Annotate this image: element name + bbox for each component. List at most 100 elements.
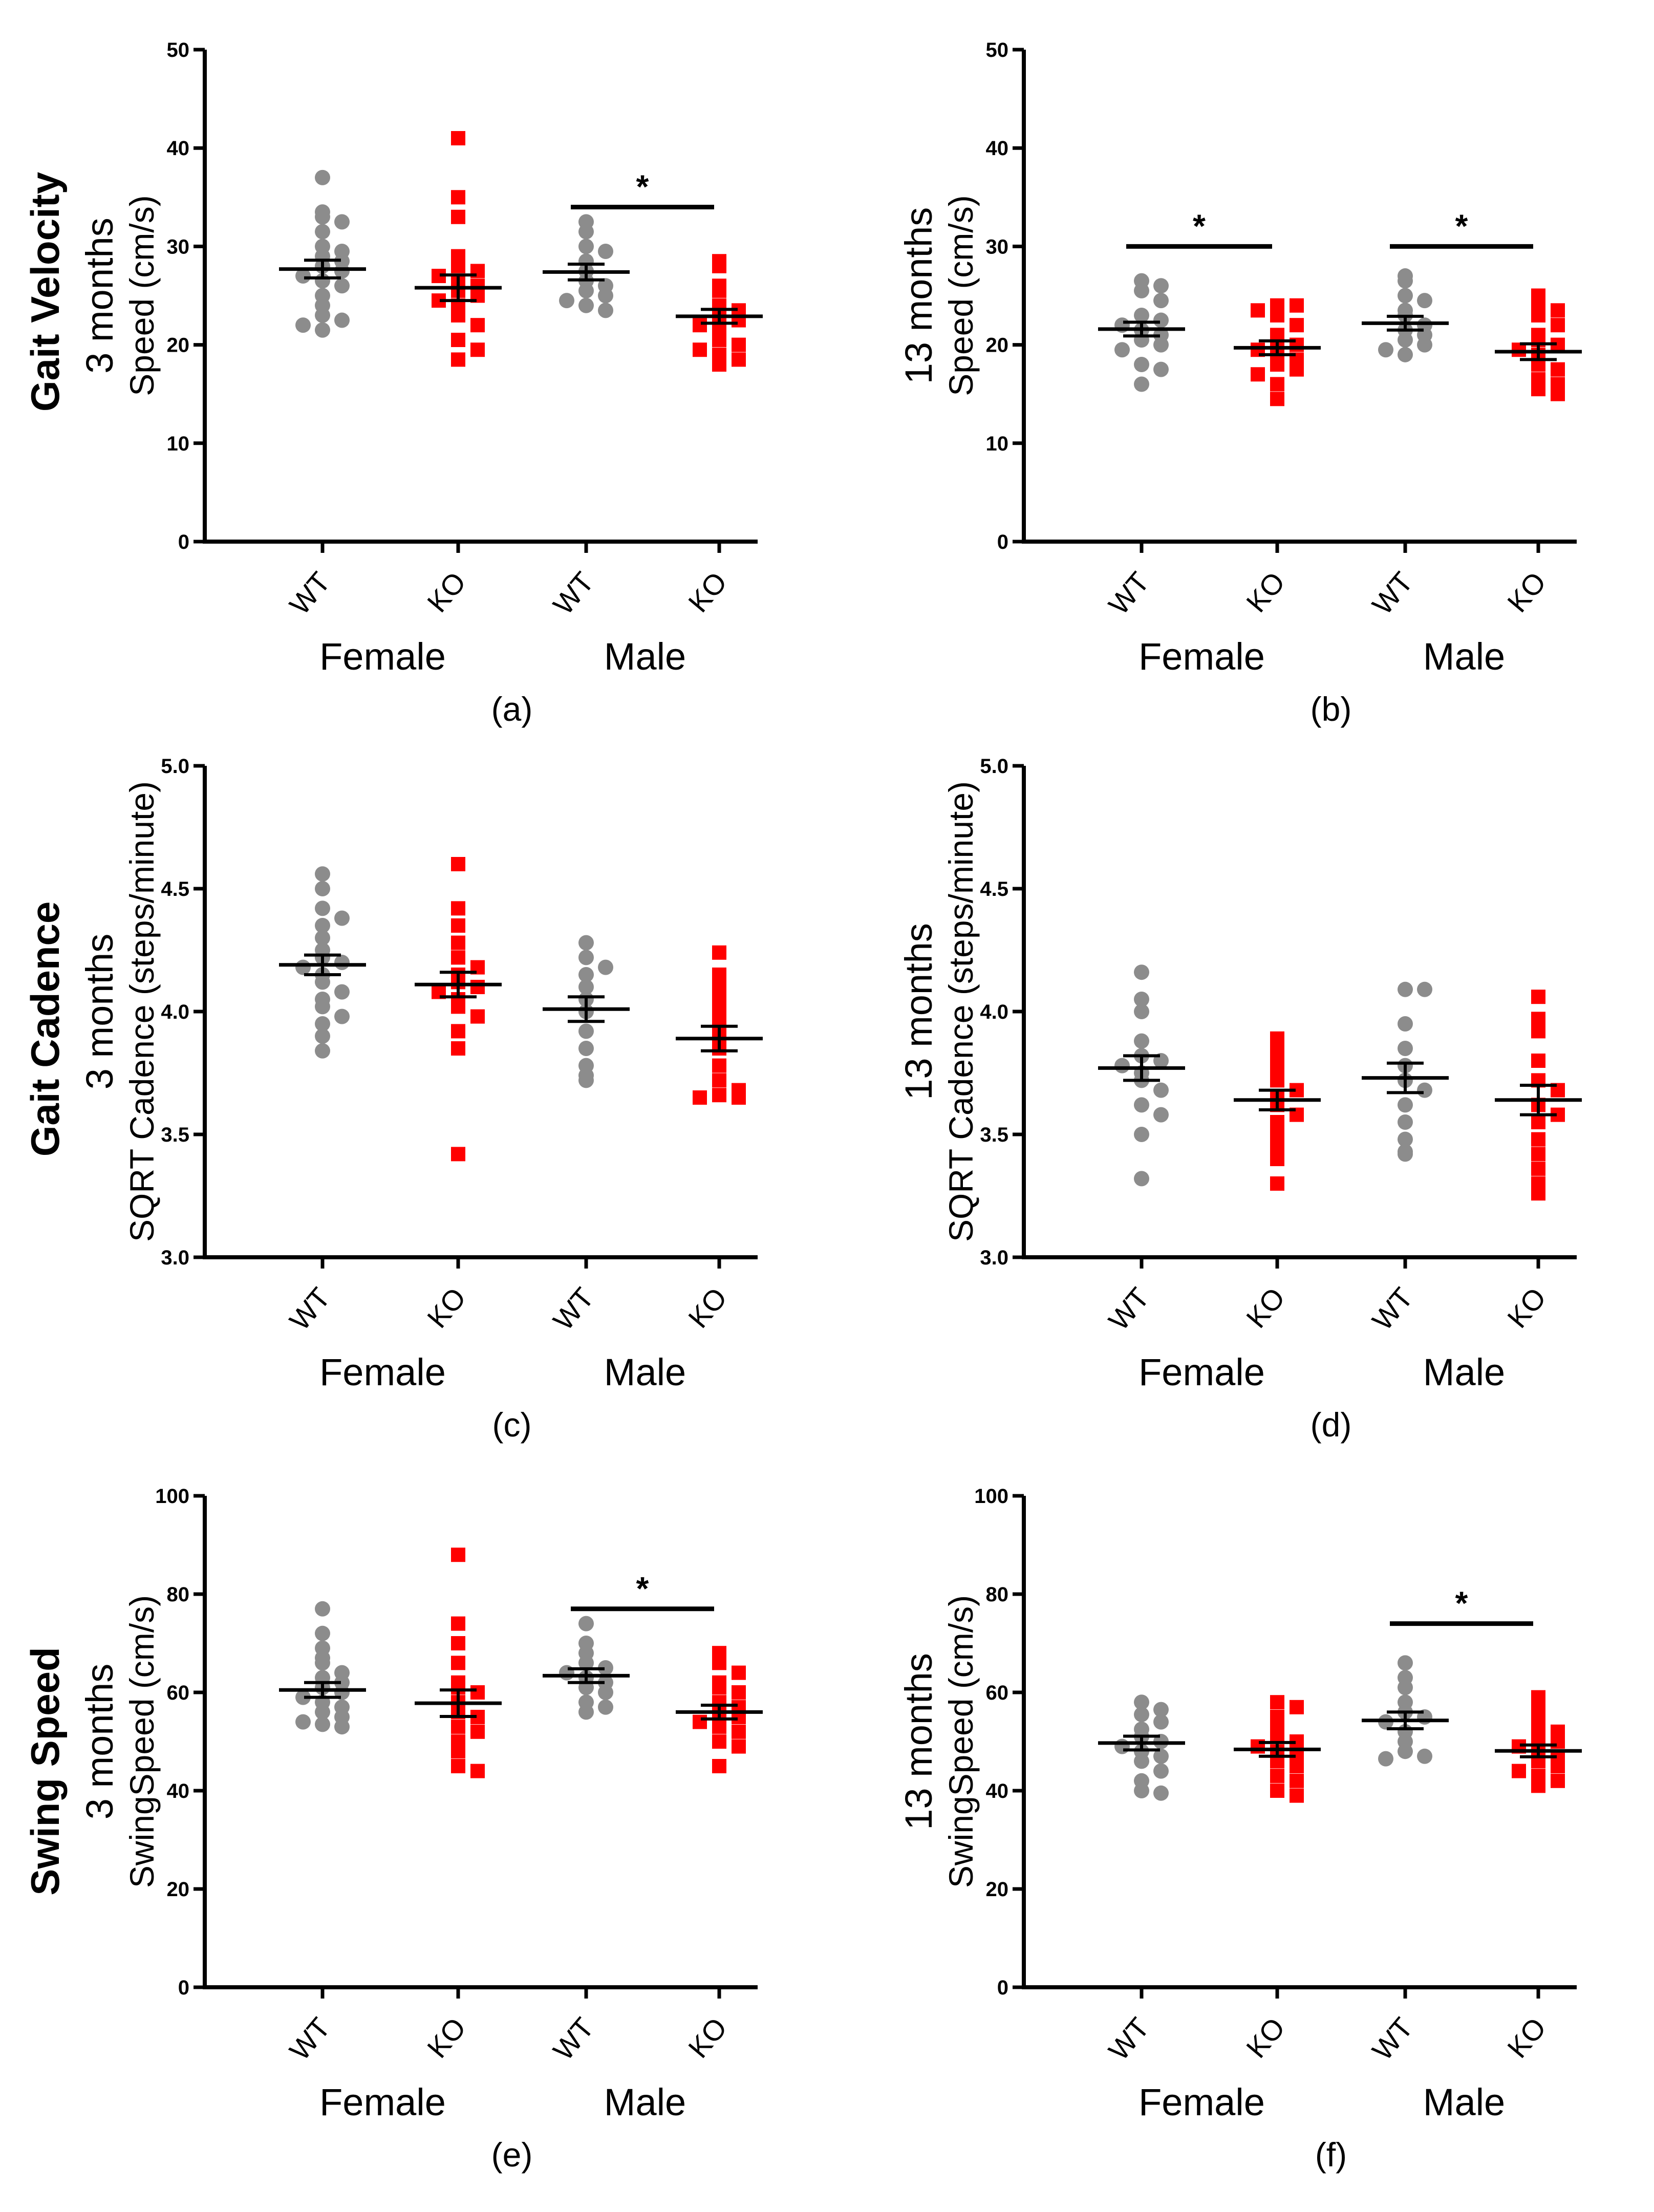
x-tick-label: WT [547, 2011, 600, 2066]
data-point-wt [315, 1655, 330, 1671]
data-point-wt [1134, 1127, 1149, 1142]
sex-group-label: Male [1423, 635, 1505, 678]
data-point-ko [1290, 1700, 1304, 1714]
x-tick-label: WT [1366, 2011, 1419, 2066]
data-point-ko [451, 259, 465, 273]
row-title-swing-speed: Swing Speed [23, 1647, 68, 1895]
x-tick-label: WT [1366, 1281, 1419, 1336]
y-tick-label: 60 [167, 1682, 190, 1704]
data-point-ko [712, 1656, 726, 1670]
data-point-wt [1398, 273, 1413, 289]
y-tick-label: 80 [167, 1583, 190, 1606]
data-point-ko [1290, 1788, 1304, 1803]
x-tick-label: KO [1240, 1281, 1291, 1334]
data-point-ko [693, 1714, 707, 1729]
row-title-gait-velocity: Gait Velocity [23, 172, 68, 412]
x-tick-label: WT [547, 1281, 600, 1336]
data-point-wt [578, 1616, 594, 1631]
data-point-ko [1531, 382, 1545, 397]
data-point-wt [315, 169, 330, 185]
data-point-ko [712, 332, 726, 347]
age-label: 13 months [897, 923, 940, 1100]
data-point-wt [559, 293, 574, 309]
data-point-ko [1270, 1041, 1284, 1056]
data-point-wt [315, 1601, 330, 1617]
data-point-wt [315, 1028, 330, 1044]
data-point-ko [712, 1734, 726, 1749]
data-point-ko [1270, 1127, 1284, 1142]
data-point-ko [712, 968, 726, 982]
data-point-ko [451, 935, 465, 950]
data-point-wt [334, 278, 350, 294]
data-point-wt [578, 1041, 594, 1056]
data-point-wt [1153, 312, 1169, 328]
data-point-wt [598, 1685, 613, 1700]
data-point-wt [334, 312, 350, 328]
data-point-wt [598, 1660, 613, 1676]
data-point-wt [1417, 337, 1432, 353]
data-point-wt [1398, 981, 1413, 997]
x-tick-label: WT [283, 2011, 336, 2066]
data-point-ko [1270, 392, 1284, 406]
data-point-wt [1378, 342, 1393, 358]
data-point-ko [1270, 1784, 1284, 1798]
data-point-wt [578, 950, 594, 965]
data-point-wt [1114, 342, 1130, 358]
data-point-ko [1551, 1773, 1565, 1788]
data-point-ko [1531, 1147, 1545, 1162]
data-point-ko [1290, 298, 1304, 313]
data-point-wt [578, 1023, 594, 1039]
data-point-ko [712, 992, 726, 1006]
data-point-ko [693, 342, 707, 357]
data-point-wt [1134, 307, 1149, 323]
y-tick-label: 40 [986, 137, 1009, 160]
data-point-wt [334, 214, 350, 230]
data-point-ko [451, 1616, 465, 1631]
data-point-wt [1417, 293, 1432, 309]
data-point-wt [1134, 1004, 1149, 1019]
data-point-wt [1134, 1171, 1149, 1187]
data-point-ko [1512, 1764, 1526, 1778]
data-point-ko [1270, 1152, 1284, 1166]
data-point-wt [578, 1704, 594, 1720]
data-point-wt [315, 1043, 330, 1059]
chart-panel: 0 10 20 30 40 50 WT KO WT KO Female Male (a) Speed (c… [78, 39, 763, 728]
data-point-wt [334, 984, 350, 1000]
data-point-ko [712, 259, 726, 273]
data-point-ko [451, 332, 465, 347]
significance-star: * [1455, 207, 1468, 244]
data-point-ko [1531, 1115, 1545, 1129]
data-point-wt [1134, 1783, 1149, 1798]
x-tick-label: KO [1240, 2011, 1291, 2064]
y-tick-label: 0 [178, 531, 189, 553]
sex-group-label: Male [604, 635, 686, 678]
sex-group-label: Female [319, 635, 446, 678]
data-point-ko [732, 1665, 746, 1680]
row-titles: Gait Velocity Gait Cadence Swing Speed [23, 172, 68, 1896]
data-point-wt [1153, 1702, 1169, 1717]
data-point-ko [451, 352, 465, 367]
significance-star: * [636, 168, 649, 205]
age-label: 3 months [78, 218, 121, 373]
data-point-wt [1398, 1041, 1413, 1056]
y-tick-label: 100 [155, 1485, 189, 1508]
data-point-ko [732, 337, 746, 352]
data-point-wt [295, 317, 311, 333]
data-point-wt [578, 935, 594, 951]
data-point-wt [1134, 1033, 1149, 1049]
data-point-wt [1153, 1107, 1169, 1123]
y-tick-label: 20 [167, 1878, 190, 1901]
data-point-ko [732, 1724, 746, 1739]
row-title-gait-cadence: Gait Cadence [23, 901, 68, 1157]
data-point-wt [1153, 1714, 1169, 1730]
data-point-ko [470, 1724, 485, 1739]
x-tick-label: KO [1240, 566, 1291, 618]
data-point-ko [451, 1656, 465, 1670]
data-point-wt [598, 1699, 613, 1715]
data-point-wt [295, 1689, 311, 1705]
data-point-ko [451, 857, 465, 871]
data-point-ko [732, 352, 746, 367]
y-axis-label: Speed (cm/s) [942, 195, 980, 396]
data-point-wt [598, 959, 613, 975]
data-point-wt [295, 1714, 311, 1730]
